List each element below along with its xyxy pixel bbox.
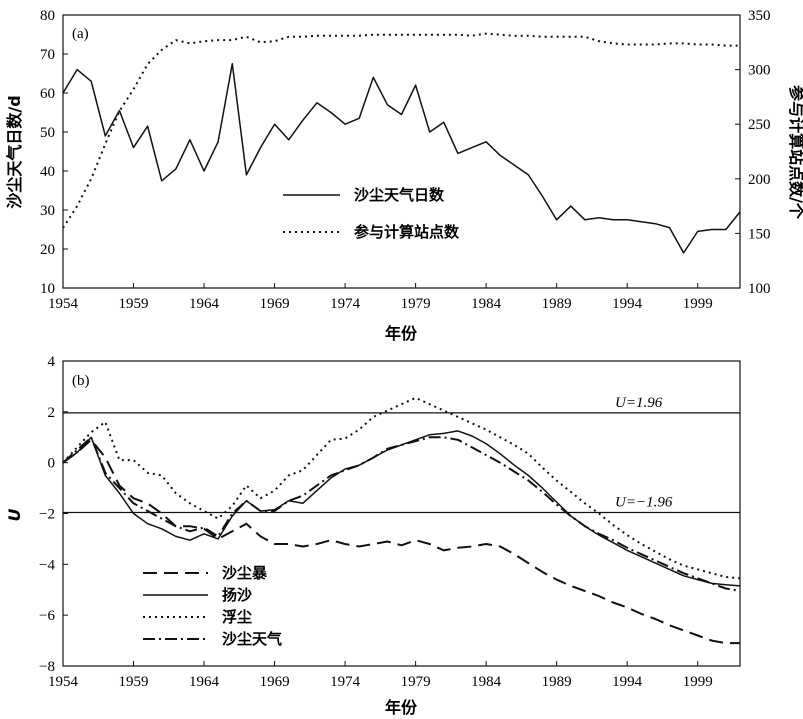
x-tick-label: 1969 [260, 674, 290, 690]
legend-label-dust-weather: 沙尘天气 [222, 630, 282, 648]
panel-b-series [62, 396, 741, 645]
panel-a-y-ticks: 10 20 30 40 50 60 70 80 [40, 8, 68, 297]
x-tick-label: 1964 [189, 296, 220, 312]
x-tick-label: 1964 [189, 674, 220, 690]
x-tick-label: 1974 [330, 674, 361, 690]
x-tick-label: 1959 [119, 674, 149, 690]
panel-b: (b) 1954 1959 1964 1969 1974 1979 1984 1989 1994… [5, 354, 741, 717]
legend-label-station-count: 参与计算站点数 [354, 223, 460, 241]
y-tick-label: 40 [40, 164, 55, 180]
panel-a-x-axis-label: 年份 [385, 324, 418, 343]
panel-b-x-ticks: 1954 1959 1964 1969 1974 1979 1984 1989 1994 1999 [48, 661, 713, 690]
x-tick-label: 1979 [401, 674, 431, 690]
panel-a: (a) 1954 1959 1964 1969 1974 1979 1984 1989 1994… [5, 8, 803, 343]
panel-b-reference-lines: U=1.96 U=−1.96 [63, 395, 740, 514]
x-tick-label: 1984 [471, 296, 502, 312]
y-tick-label: 60 [40, 86, 55, 102]
y2-tick-label: 250 [748, 117, 771, 133]
legend-label-sandstorm: 沙尘暴 [222, 564, 268, 582]
x-tick-label: 1974 [330, 296, 361, 312]
x-tick-label: 1969 [260, 296, 290, 312]
y-tick-label: 10 [40, 281, 55, 297]
panel-b-y-axis-label: U [5, 509, 24, 522]
reference-line-label: U=−1.96 [615, 494, 673, 510]
panel-a-y-axis-label: 沙尘天气日数/d [5, 95, 24, 208]
series-line-1 [62, 63, 741, 254]
y2-tick-label: 150 [748, 226, 771, 242]
panel-a-x-ticks: 1954 1959 1964 1969 1974 1979 1984 1989 1994 1999 [48, 283, 713, 312]
panel-a-label: (a) [72, 26, 89, 42]
y-tick-label: 20 [40, 242, 55, 258]
y2-tick-label: 300 [748, 63, 771, 79]
panel-b-label: (b) [72, 373, 90, 389]
x-tick-label: 1989 [542, 674, 572, 690]
panel-a-y2-ticks: 100 150 200 250 300 350 [735, 8, 771, 297]
series-line-2 [62, 32, 740, 229]
y-tick-label: −4 [39, 557, 55, 573]
y2-tick-label: 350 [748, 8, 771, 24]
panel-b-legend: 沙尘暴 扬沙 浮尘 沙尘天气 [143, 564, 282, 648]
y2-tick-label: 200 [748, 172, 771, 188]
y-tick-label: 2 [48, 405, 56, 421]
y-tick-label: 70 [40, 47, 55, 63]
series-line-2 [62, 430, 741, 587]
x-tick-label: 1999 [683, 296, 713, 312]
x-tick-label: 1979 [401, 296, 431, 312]
panel-b-x-axis-label: 年份 [385, 698, 418, 717]
series-line-4 [62, 436, 741, 592]
x-tick-label: 1994 [612, 296, 643, 312]
x-tick-label: 1954 [48, 296, 79, 312]
y-tick-label: 0 [48, 456, 56, 472]
y-tick-label: 30 [40, 203, 55, 219]
x-tick-label: 1994 [612, 674, 643, 690]
panel-b-y-ticks: −8 −6 −4 −2 0 2 4 [39, 354, 68, 675]
reference-line-label: U=1.96 [615, 395, 663, 411]
x-tick-label: 1989 [542, 296, 572, 312]
y-tick-label: −6 [39, 608, 55, 624]
y2-tick-label: 100 [748, 281, 771, 297]
x-tick-label: 1999 [683, 674, 713, 690]
y-tick-label: 50 [40, 125, 55, 141]
series-line-3 [62, 396, 741, 580]
y-tick-label: −8 [39, 659, 55, 675]
x-tick-label: 1984 [471, 674, 502, 690]
y-tick-label: 80 [40, 8, 55, 24]
x-tick-label: 1959 [119, 296, 149, 312]
panel-a-frame [62, 14, 741, 289]
legend-label-blowing-sand: 扬沙 [222, 586, 252, 604]
legend-label-dust-days: 沙尘天气日数 [354, 186, 445, 204]
panel-a-legend: 沙尘天气日数 参与计算站点数 [283, 186, 460, 241]
legend-label-floating-dust: 浮尘 [222, 608, 252, 626]
y-tick-label: −2 [39, 507, 55, 523]
y-tick-label: 4 [48, 354, 56, 370]
x-tick-label: 1954 [48, 674, 79, 690]
panel-a-y2-axis-label: 参与计算站点数/个 [787, 85, 803, 220]
panel-a-series [62, 32, 741, 254]
